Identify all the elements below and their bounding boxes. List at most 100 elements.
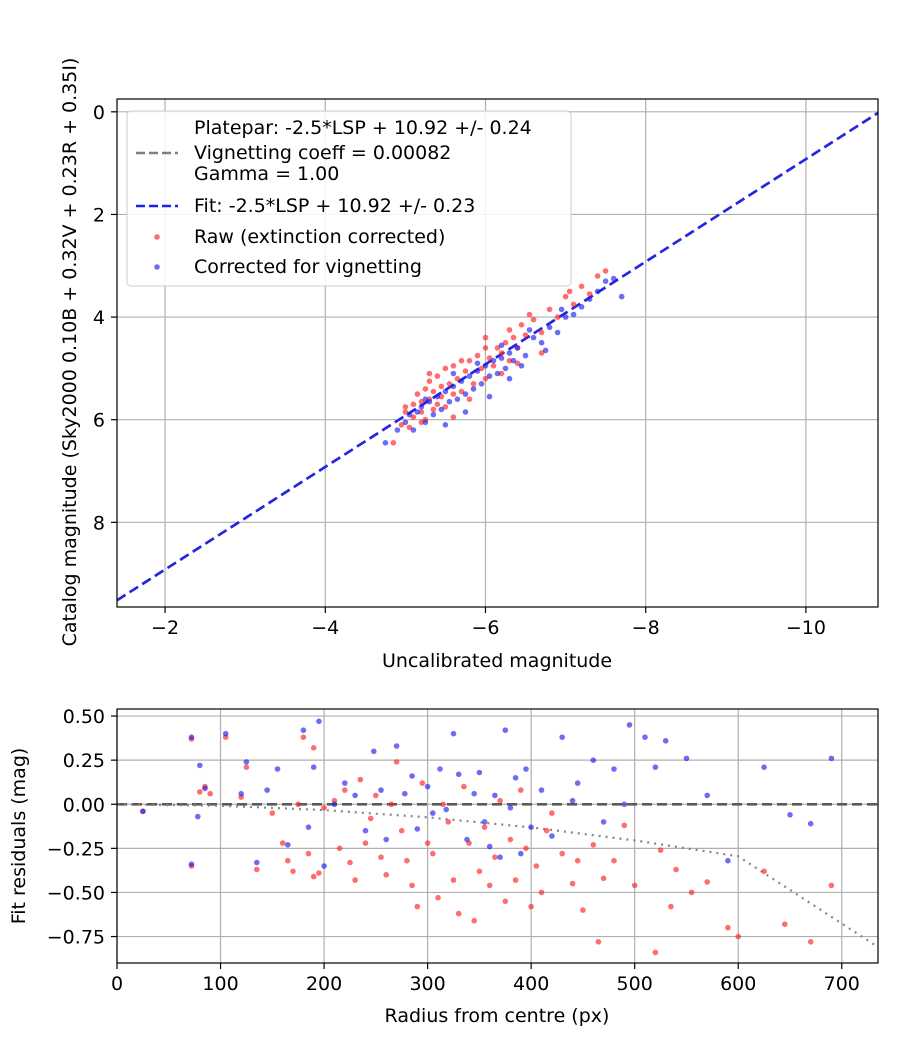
data-point bbox=[450, 414, 457, 420]
reference-line bbox=[117, 111, 878, 602]
data-point bbox=[442, 388, 449, 395]
x-tick-label: −8 bbox=[632, 617, 660, 639]
data-point bbox=[595, 939, 602, 945]
data-point bbox=[578, 304, 585, 310]
data-point bbox=[207, 790, 213, 797]
data-point bbox=[394, 427, 401, 433]
data-point bbox=[546, 324, 553, 331]
data-point bbox=[602, 268, 609, 274]
data-point bbox=[373, 792, 379, 799]
data-point bbox=[807, 820, 814, 827]
data-point bbox=[398, 827, 405, 834]
data-point bbox=[507, 836, 514, 843]
data-point bbox=[300, 727, 307, 733]
data-point bbox=[316, 870, 322, 876]
data-point bbox=[442, 404, 449, 410]
data-point bbox=[543, 827, 550, 834]
data-point bbox=[290, 868, 296, 875]
top-fit-lines bbox=[117, 111, 878, 602]
data-point bbox=[455, 910, 462, 917]
data-point bbox=[422, 386, 429, 392]
data-point bbox=[570, 311, 577, 318]
data-point bbox=[383, 836, 390, 843]
y-tick-label: −0.25 bbox=[47, 838, 105, 860]
data-point bbox=[471, 790, 478, 797]
data-point bbox=[621, 822, 628, 829]
data-point bbox=[502, 898, 509, 905]
data-point bbox=[807, 939, 814, 945]
data-point bbox=[434, 373, 441, 379]
data-point bbox=[492, 792, 498, 799]
data-point bbox=[378, 854, 384, 860]
data-point bbox=[367, 815, 374, 822]
bottom-y-axis-label: Fit residuals (mag) bbox=[8, 748, 30, 925]
data-point bbox=[578, 283, 585, 290]
data-point bbox=[518, 322, 525, 328]
x-tick-label: 100 bbox=[202, 973, 238, 995]
data-point bbox=[482, 334, 489, 341]
reference-line bbox=[117, 803, 878, 949]
top-y-axis-label: Catalog magnitude (Sky2000 0.10B + 0.32V… bbox=[59, 58, 81, 647]
data-point bbox=[538, 350, 545, 356]
data-point bbox=[440, 801, 446, 808]
data-point bbox=[558, 306, 565, 313]
x-tick-label: 700 bbox=[824, 973, 860, 995]
data-point bbox=[510, 334, 517, 341]
data-point bbox=[414, 826, 421, 832]
data-point bbox=[594, 273, 601, 279]
data-point bbox=[347, 859, 353, 866]
top-scatter-points bbox=[382, 268, 625, 446]
data-point bbox=[197, 789, 203, 795]
top-x-ticks: −2 −4 −6 −8 −10 bbox=[151, 607, 826, 639]
data-point bbox=[554, 314, 561, 320]
data-point bbox=[430, 388, 437, 395]
data-point bbox=[430, 810, 436, 816]
data-point bbox=[393, 743, 400, 749]
data-point bbox=[510, 357, 517, 364]
data-point bbox=[279, 840, 286, 846]
data-point bbox=[538, 329, 545, 336]
data-point bbox=[434, 393, 441, 400]
data-point bbox=[566, 288, 573, 295]
bottom-axes-frame bbox=[116, 708, 879, 964]
data-point bbox=[478, 365, 485, 372]
data-point bbox=[528, 903, 534, 910]
data-point bbox=[424, 840, 431, 846]
data-point bbox=[310, 745, 317, 751]
data-point bbox=[574, 857, 581, 864]
data-point bbox=[383, 872, 390, 878]
data-point bbox=[382, 440, 389, 446]
data-point bbox=[470, 381, 477, 387]
data-point bbox=[562, 293, 569, 300]
data-point bbox=[474, 368, 481, 374]
x-tick-label: −4 bbox=[311, 617, 339, 639]
data-point bbox=[497, 854, 503, 860]
data-point bbox=[462, 391, 469, 397]
data-point bbox=[481, 819, 488, 825]
data-point bbox=[140, 808, 146, 815]
data-point bbox=[197, 762, 203, 769]
data-point bbox=[514, 360, 521, 367]
data-point bbox=[418, 398, 425, 405]
data-point bbox=[430, 850, 436, 857]
data-point bbox=[445, 819, 452, 825]
data-point bbox=[321, 805, 327, 811]
data-point bbox=[274, 766, 281, 772]
data-point bbox=[393, 759, 400, 765]
data-point bbox=[438, 406, 445, 413]
data-point bbox=[414, 409, 421, 415]
data-point bbox=[704, 879, 710, 885]
data-point bbox=[331, 801, 338, 808]
data-point bbox=[474, 352, 481, 359]
data-point bbox=[305, 850, 312, 857]
data-point bbox=[761, 764, 767, 770]
data-point bbox=[621, 801, 628, 808]
data-point bbox=[549, 833, 555, 839]
data-point bbox=[464, 836, 470, 843]
data-point bbox=[507, 805, 514, 811]
top-axes-frame bbox=[116, 98, 879, 608]
data-point bbox=[321, 863, 327, 869]
data-point bbox=[295, 801, 302, 808]
data-point bbox=[450, 730, 457, 737]
data-point bbox=[486, 393, 493, 400]
